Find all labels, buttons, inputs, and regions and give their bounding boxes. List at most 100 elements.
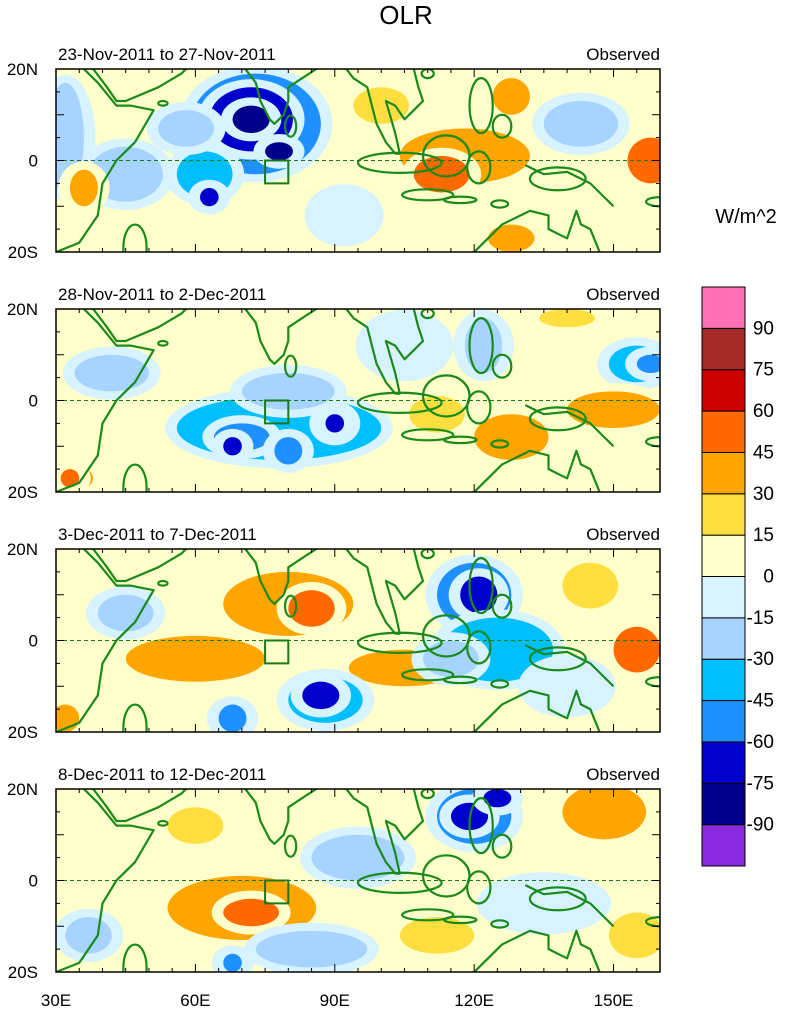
x-tick-label: 120E [454,991,494,1010]
colorbar-swatch [701,576,746,619]
colorbar-label: -45 [747,691,774,712]
panel-ticks [55,68,661,253]
island-outline [474,525,483,541]
colorbar-label: -90 [747,815,774,836]
colorbar-label: -30 [747,649,774,670]
panel-ticks [55,308,661,493]
anomaly-cell [474,414,549,460]
anomaly-cell [223,953,242,972]
panel-period-label: 23-Nov-2011 to 27-Nov-2011 [58,45,276,64]
island-outline [122,703,148,732]
anomaly-cell [543,101,619,147]
island-outline [466,630,492,665]
coastline [428,42,475,65]
anomaly-cell [325,414,345,433]
x-tick-label: 90E [320,991,350,1010]
coastline [243,789,318,845]
island-outline [466,870,492,905]
island-outline [401,188,455,202]
colorbar-swatch [701,493,746,536]
island-outline [122,943,148,972]
anomaly-cell [353,87,410,124]
coastline [524,884,615,928]
x-tick-label: 150E [594,991,634,1010]
coastline [344,69,425,155]
coastline [56,309,155,492]
island-outline [356,151,443,174]
panel-status-label: Observed [586,765,660,784]
island-outline [490,679,510,689]
y-tick-label: 0 [29,392,38,411]
island-outline [122,223,148,252]
island-outline [356,391,443,414]
x-tick-label: 30E [41,991,71,1010]
anomaly-cell [567,391,660,428]
coastline [470,449,601,492]
island-outline [420,549,435,560]
colorbar-label: -75 [747,773,774,794]
colorbar-label: 15 [753,525,774,546]
anomaly-cell [255,930,368,968]
colorbar-swatch [701,700,746,743]
island-outline [283,834,298,858]
island-outline [490,919,510,929]
y-tick-label: 0 [29,152,38,171]
island-outline [466,390,492,425]
island-outline [442,195,478,205]
anomaly-cell [158,110,214,147]
anomaly-cell [413,155,470,193]
island-outline [528,646,587,672]
island-outline [528,406,587,432]
anomaly-cell [74,354,149,392]
island-outline [491,833,513,859]
anomaly-cell [97,594,154,632]
coastline [524,164,615,208]
colorbar-label: 60 [753,401,774,422]
figure-title: OLR [379,0,432,30]
colorbar: -90 -75 -60 -45 -30 -15 0 15 30 45 60 75 90 [701,286,774,867]
colorbar-swatch [701,782,746,826]
island-outline [122,463,148,492]
panel-2: 20N 0 20S 28-Nov-2011 to 2-Dec-2011 Observed [7,285,661,502]
anomaly-cell [125,635,266,682]
anomaly-cell [265,142,293,161]
island-outline [283,114,298,138]
anomaly-cell [274,437,303,465]
coastline [470,209,601,252]
anomaly-cell [288,590,335,627]
coastline [428,522,475,545]
anomaly-cell [562,562,619,609]
coastlines [56,42,660,252]
anomaly-cell [218,704,247,732]
island-outline [157,99,169,107]
island-outline [468,797,494,855]
island-outline [157,579,169,587]
anomaly-cell [492,78,530,115]
coastline [56,789,155,972]
anomaly-cell [562,789,647,840]
island-outline [468,77,494,135]
anomaly-cell [302,681,340,710]
anomaly-cell [223,437,242,456]
anomaly-cell [488,224,535,252]
coastlines [56,309,660,492]
anomaly-cell [200,187,219,207]
anomaly-cell [608,912,660,959]
panel-ticks [55,788,661,973]
coastline [92,309,188,343]
island-outline [491,353,513,379]
anomaly-cell [636,354,660,374]
island-outline [468,557,494,615]
anomaly-field [56,789,660,972]
coastline [524,404,615,448]
colorbar-swatch [701,327,746,371]
panel-4: 20N 0 20S 8-Dec-2011 to 12-Dec-2011 Observed [7,765,661,982]
island-outline [528,886,587,912]
island-outline [442,675,478,685]
coastline [56,549,155,732]
island-outline [442,915,478,925]
y-tick-label: 20S [8,723,38,742]
island-outline [420,789,435,800]
island-outline [356,871,443,894]
anomaly-cell [232,105,270,134]
